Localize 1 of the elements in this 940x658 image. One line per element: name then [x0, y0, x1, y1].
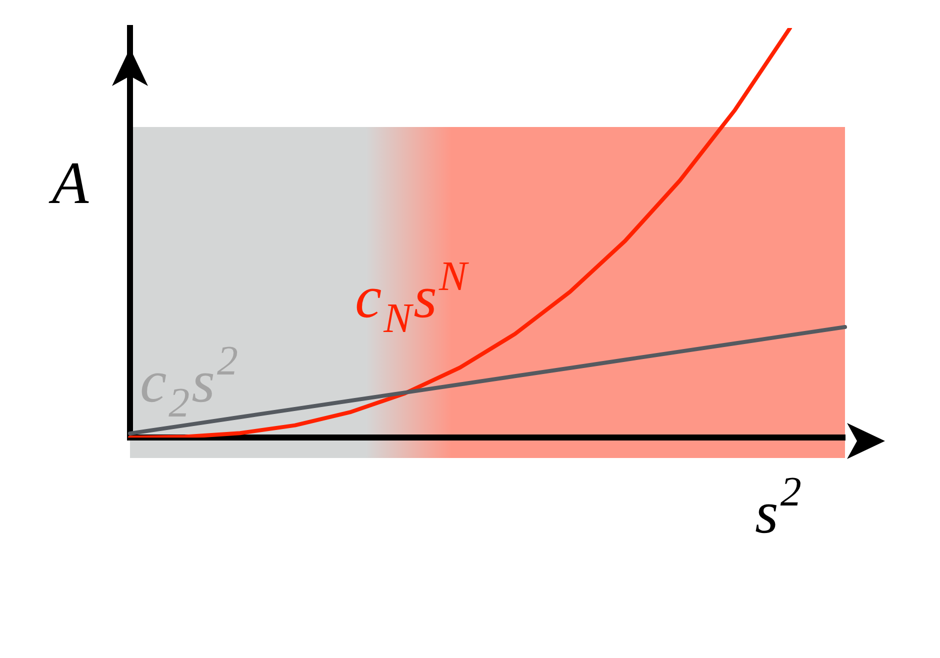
y-axis-title: A	[48, 150, 89, 216]
